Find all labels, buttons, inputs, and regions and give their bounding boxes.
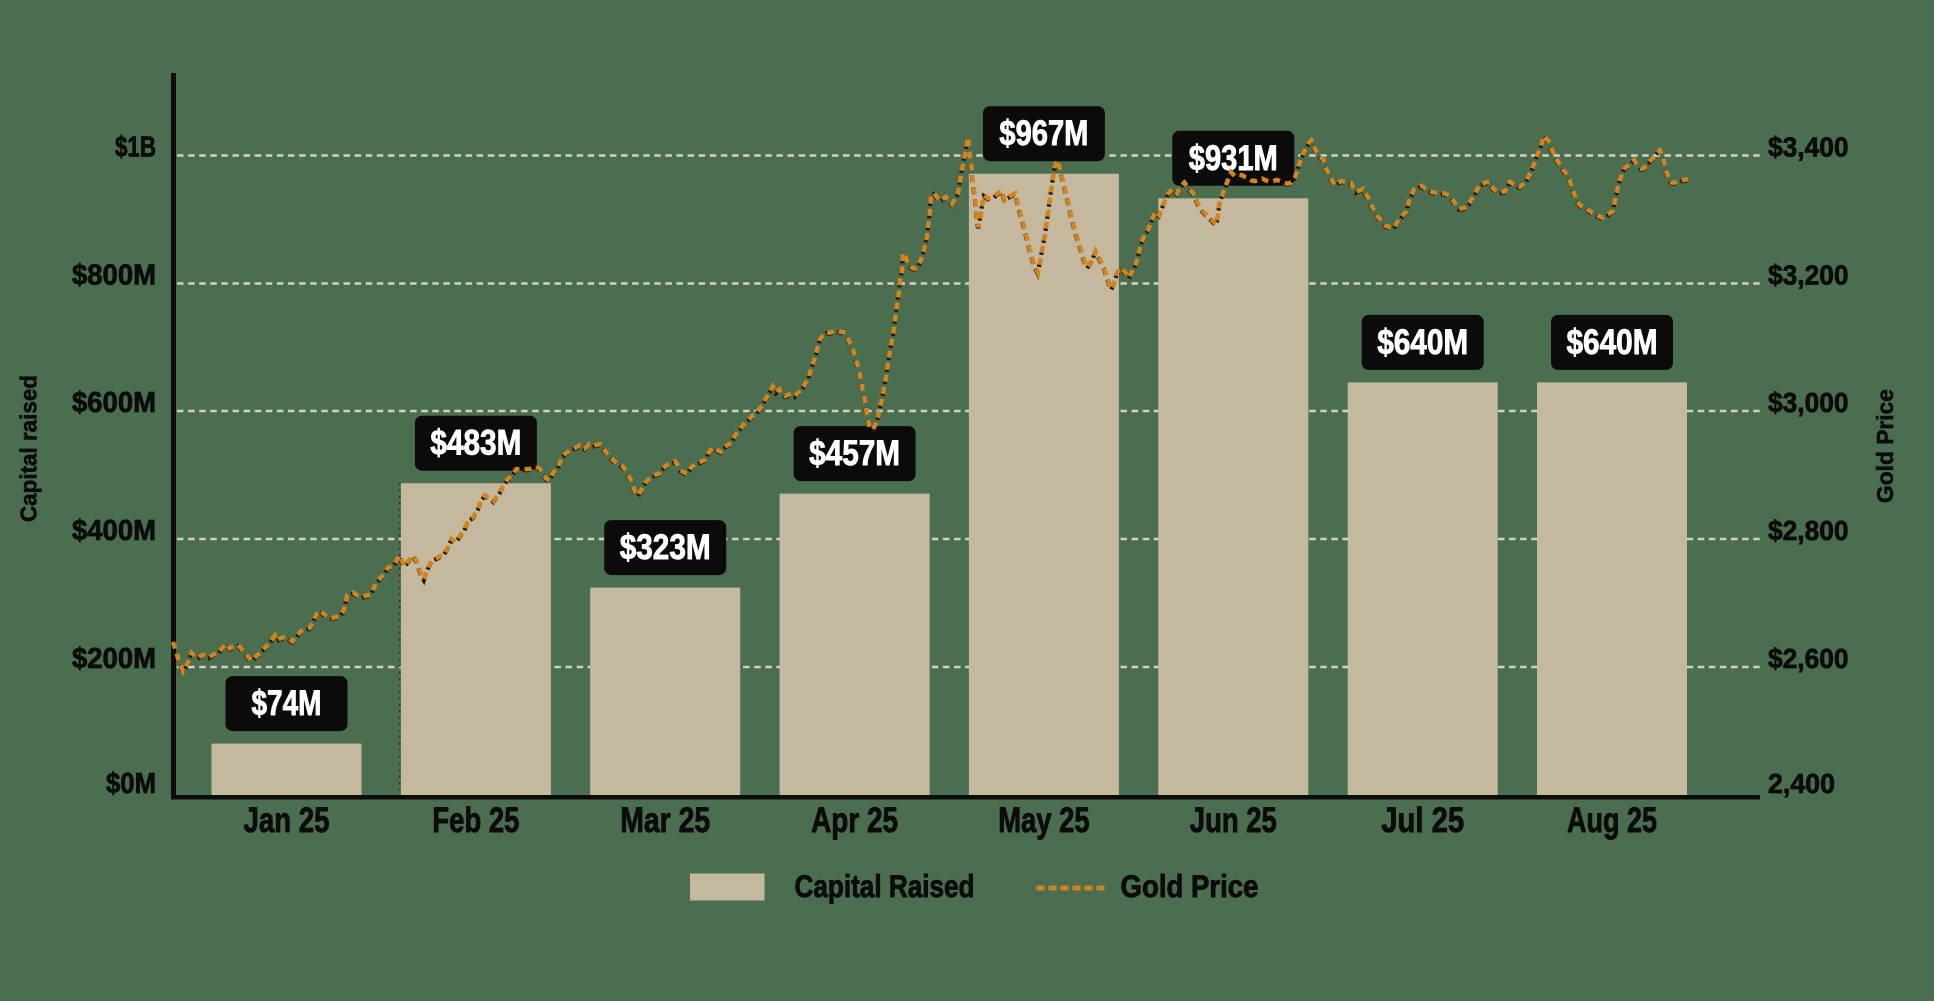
svg-text:$640M: $640M [1377,323,1468,362]
svg-text:$2,800: $2,800 [1768,515,1849,546]
svg-text:2,400: 2,400 [1768,768,1835,799]
svg-text:$200M: $200M [72,643,156,675]
svg-text:Capital raised: Capital raised [16,375,42,522]
svg-text:$600M: $600M [72,387,156,419]
svg-text:$967M: $967M [999,114,1088,153]
svg-text:$1B: $1B [115,131,156,163]
svg-text:$3,400: $3,400 [1768,131,1849,162]
svg-text:Mar 25: Mar 25 [620,800,710,840]
svg-text:$640M: $640M [1567,323,1658,362]
svg-text:May 25: May 25 [998,800,1089,840]
svg-text:$2,600: $2,600 [1768,643,1849,674]
svg-text:Jan 25: Jan 25 [244,800,330,840]
svg-text:Jun 25: Jun 25 [1190,800,1277,840]
svg-text:$3,200: $3,200 [1768,259,1849,290]
svg-text:$323M: $323M [620,528,711,567]
svg-text:$3,000: $3,000 [1768,387,1849,418]
svg-text:$400M: $400M [72,515,156,547]
svg-text:$800M: $800M [72,259,156,291]
svg-text:Apr 25: Apr 25 [811,800,898,840]
svg-text:$74M: $74M [252,684,322,723]
svg-text:$483M: $483M [430,424,521,463]
svg-text:$0M: $0M [106,768,156,800]
svg-text:Feb 25: Feb 25 [432,800,519,840]
svg-text:Jul 25: Jul 25 [1381,800,1464,840]
svg-text:Aug 25: Aug 25 [1567,800,1657,840]
svg-text:$931M: $931M [1189,139,1278,178]
svg-text:Gold Price: Gold Price [1121,868,1259,904]
svg-text:$457M: $457M [809,434,900,473]
svg-text:Gold Price: Gold Price [1872,389,1898,503]
svg-text:Capital Raised: Capital Raised [795,868,975,904]
